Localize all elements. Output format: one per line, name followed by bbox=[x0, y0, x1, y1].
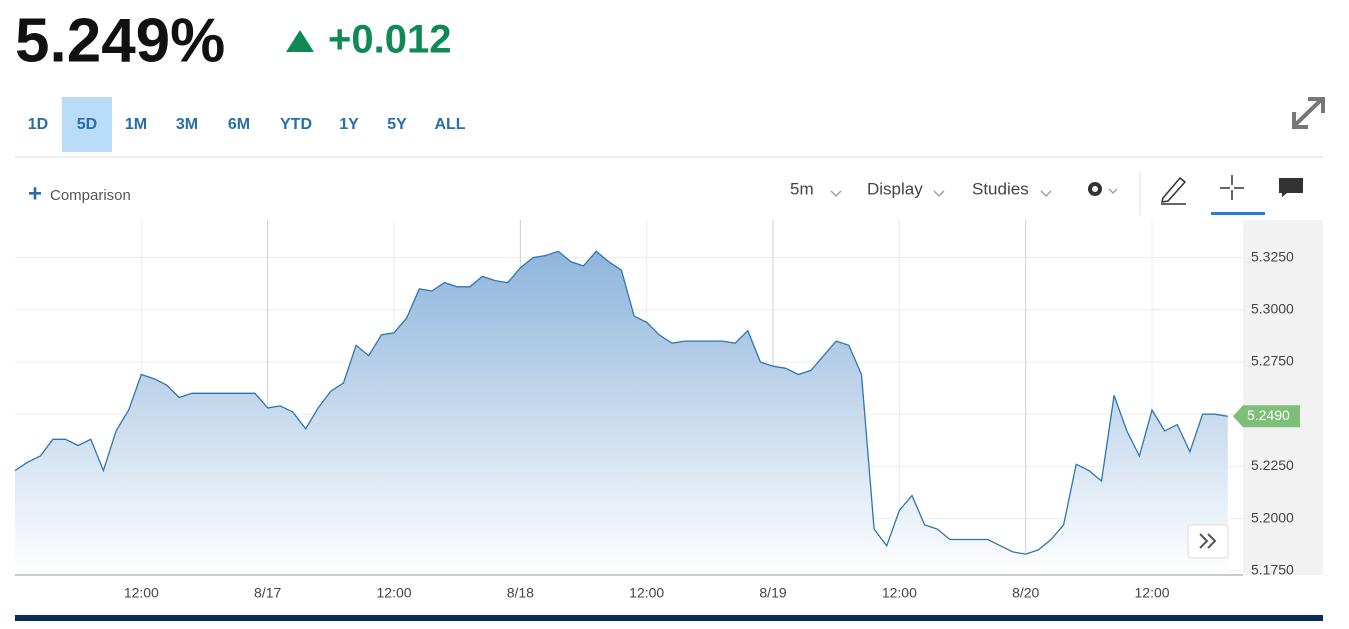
range-tab[interactable]: 6M bbox=[228, 116, 250, 133]
price: 5.249% bbox=[15, 6, 225, 75]
chevrons bbox=[830, 188, 1118, 197]
expand-icon[interactable] bbox=[1292, 97, 1325, 129]
comment-icon[interactable] bbox=[1279, 178, 1303, 197]
y-tick-label: 5.3250 bbox=[1251, 248, 1294, 264]
x-tick-label: 12:00 bbox=[124, 585, 159, 601]
range-tab[interactable]: 3M bbox=[176, 116, 198, 133]
y-axis-panel bbox=[1243, 220, 1323, 575]
studies[interactable]: Studies bbox=[972, 179, 1029, 198]
active-tab bbox=[62, 97, 112, 152]
x-tick-label: 12:00 bbox=[376, 585, 411, 601]
range-tab[interactable]: ALL bbox=[434, 116, 465, 133]
settings-hole bbox=[1092, 186, 1098, 192]
draw-icon[interactable] bbox=[1160, 176, 1187, 205]
x-tick-label: 12:00 bbox=[1135, 585, 1170, 601]
line bbox=[14, 250, 1228, 555]
range-tab[interactable]: 1M bbox=[125, 116, 147, 133]
crosshair-icon[interactable] bbox=[1220, 175, 1244, 200]
interval[interactable]: 5m bbox=[790, 179, 814, 198]
range-tab[interactable]: YTD bbox=[280, 116, 312, 133]
x-tick-label: 12:00 bbox=[882, 585, 917, 601]
plot: 5.17505.20005.22505.25005.27505.30005.32… bbox=[14, 220, 1300, 601]
range-tab[interactable]: 1D bbox=[28, 116, 48, 133]
y-tick-label: 5.2750 bbox=[1251, 353, 1294, 369]
y-tick-label: 5.1750 bbox=[1251, 562, 1294, 578]
x-tick-label: 12:00 bbox=[629, 585, 664, 601]
change: +0.012 bbox=[328, 18, 451, 62]
y-tick-label: 5.2000 bbox=[1251, 509, 1294, 525]
active-tool bbox=[1211, 212, 1265, 215]
footer-bar bbox=[15, 615, 1323, 621]
range-tabs: 1D 5D 1M 3M 6M YTD 1Y 5Y ALL bbox=[28, 97, 466, 152]
x-tick-label: 8/20 bbox=[1012, 585, 1039, 601]
range-tab[interactable]: 5Y bbox=[387, 116, 407, 133]
area bbox=[15, 251, 1228, 576]
display[interactable]: Display bbox=[867, 179, 923, 198]
range-tab[interactable]: 1Y bbox=[339, 116, 359, 133]
last-value-badge bbox=[1233, 405, 1300, 428]
x-tick-label: 8/18 bbox=[507, 585, 534, 601]
x-tick-label: 8/19 bbox=[759, 585, 786, 601]
up-arrow bbox=[286, 30, 314, 52]
last-value-label: 5.2490 bbox=[1247, 407, 1290, 423]
plus-icon[interactable]: + bbox=[28, 180, 42, 207]
comparison[interactable]: Comparison bbox=[50, 187, 131, 204]
range-tab[interactable]: 5D bbox=[77, 116, 97, 133]
scroll-icon bbox=[1199, 533, 1217, 549]
y-tick-label: 5.3000 bbox=[1251, 300, 1294, 316]
scroll-button[interactable] bbox=[1187, 524, 1229, 559]
y-tick-label: 5.2250 bbox=[1251, 457, 1294, 473]
x-tick-label: 8/17 bbox=[254, 585, 281, 601]
